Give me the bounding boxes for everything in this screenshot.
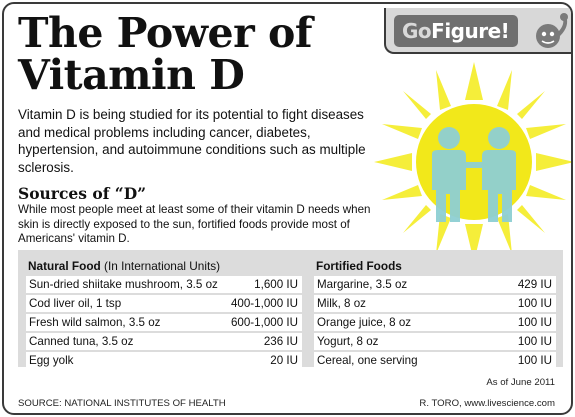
food-name: Orange juice, 8 oz (317, 316, 412, 329)
fortified-food-heading: Fortified Foods (314, 258, 556, 276)
food-amount: 20 IU (270, 354, 298, 367)
food-name: Yogurt, 8 oz (317, 335, 379, 348)
food-amount: 236 IU (263, 335, 298, 348)
food-name: Sun-dried shiitake mushroom, 3.5 oz (29, 278, 218, 291)
food-amount: 1,600 IU (254, 278, 298, 291)
table-row: Orange juice, 8 oz 100 IU (314, 314, 556, 331)
sun-icon (374, 62, 571, 262)
table-row: Milk, 8 oz 100 IU (314, 295, 556, 312)
title-line-2: Vitamin D (18, 51, 245, 99)
mascot-icon (536, 13, 568, 48)
food-name: Cod liver oil, 1 tsp (29, 297, 122, 310)
go-figure-logo: GoFigure! (394, 15, 518, 47)
fortified-food-title: Fortified Foods (316, 259, 402, 273)
food-amount: 100 IU (517, 297, 552, 310)
table-row: Fresh wild salmon, 3.5 oz 600-1,000 IU (26, 314, 302, 331)
page-title: The Power of Vitamin D (18, 12, 378, 96)
food-amount: 100 IU (517, 316, 552, 329)
author-credit: R. TORO, www.livescience.com (419, 398, 555, 409)
as-of-date: As of June 2011 (486, 377, 555, 388)
food-name: Egg yolk (29, 354, 74, 367)
food-amount: 400-1,000 IU (230, 297, 298, 310)
table-row: Cod liver oil, 1 tsp 400-1,000 IU (26, 295, 302, 312)
table-row: Cereal, one serving 100 IU (314, 352, 556, 369)
food-name: Cereal, one serving (317, 354, 418, 367)
table-row: Egg yolk 20 IU (26, 352, 302, 369)
food-name: Fresh wild salmon, 3.5 oz (29, 316, 161, 329)
badge-figure-text: Figure! (431, 19, 510, 43)
table-row: Canned tuna, 3.5 oz 236 IU (26, 333, 302, 350)
food-name: Milk, 8 oz (317, 297, 366, 310)
intro-text: Vitamin D is being studied for its poten… (18, 107, 366, 175)
food-amount: 600-1,000 IU (230, 316, 298, 329)
food-amount: 100 IU (517, 354, 552, 367)
food-table-panel: Natural Food (In International Units) Su… (18, 250, 563, 369)
badge-go-text: Go (402, 19, 432, 43)
food-name: Canned tuna, 3.5 oz (29, 335, 134, 348)
table-row: Yogurt, 8 oz 100 IU (314, 333, 556, 350)
natural-food-title: Natural Food (28, 259, 101, 273)
fortified-food-column: Fortified Foods Margarine, 3.5 oz 429 IU … (314, 258, 556, 371)
food-amount: 100 IU (517, 335, 552, 348)
natural-food-column: Natural Food (In International Units) Su… (26, 258, 302, 371)
sources-description: While most people meet at least some of … (18, 203, 371, 245)
food-name: Margarine, 3.5 oz (317, 278, 408, 291)
food-amount: 429 IU (517, 278, 552, 291)
natural-food-heading: Natural Food (In International Units) (26, 258, 302, 276)
natural-food-units: (In International Units) (100, 259, 221, 273)
table-row: Sun-dried shiitake mushroom, 3.5 oz 1,600… (26, 276, 302, 293)
people-icon (432, 127, 516, 222)
go-figure-badge: GoFigure! (384, 8, 571, 54)
title-line-1: The Power of (18, 9, 313, 57)
source-credit: SOURCE: NATIONAL INSTITUTES OF HEALTH (18, 398, 226, 409)
sources-heading: Sources of “D” (18, 184, 147, 203)
table-row: Margarine, 3.5 oz 429 IU (314, 276, 556, 293)
